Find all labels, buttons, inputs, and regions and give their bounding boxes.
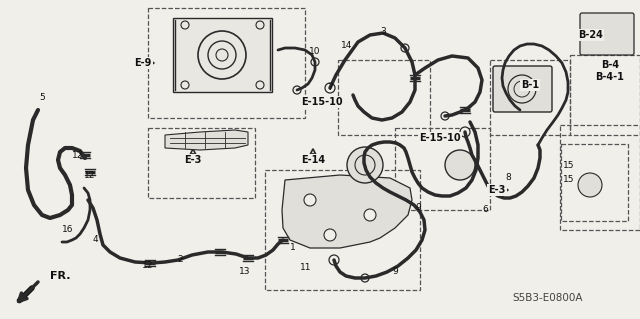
Bar bbox=[148, 8, 305, 118]
Text: B-4-1: B-4-1 bbox=[596, 72, 625, 82]
Text: E-15-10: E-15-10 bbox=[301, 97, 343, 107]
Text: E-15-10: E-15-10 bbox=[419, 133, 461, 143]
Bar bbox=[148, 128, 255, 198]
Text: 2: 2 bbox=[177, 256, 183, 264]
Text: 7: 7 bbox=[327, 84, 333, 93]
Circle shape bbox=[329, 255, 339, 265]
Text: 15: 15 bbox=[563, 175, 575, 184]
Text: 11: 11 bbox=[300, 263, 312, 272]
Text: B-4: B-4 bbox=[601, 60, 619, 70]
Text: 6: 6 bbox=[482, 205, 488, 214]
Text: 9: 9 bbox=[415, 204, 421, 212]
Text: E-3: E-3 bbox=[184, 155, 202, 165]
Circle shape bbox=[293, 86, 301, 94]
Text: 10: 10 bbox=[309, 48, 321, 56]
Text: 9: 9 bbox=[392, 268, 398, 277]
Bar bbox=[265, 170, 420, 290]
Bar bbox=[490, 60, 570, 135]
Text: 12: 12 bbox=[142, 261, 154, 270]
Text: E-3: E-3 bbox=[488, 185, 506, 195]
Text: 15: 15 bbox=[563, 160, 575, 169]
Circle shape bbox=[401, 44, 409, 52]
FancyBboxPatch shape bbox=[173, 18, 272, 92]
Text: 13: 13 bbox=[239, 268, 251, 277]
Bar bbox=[395, 128, 490, 210]
Text: 16: 16 bbox=[62, 226, 74, 234]
Polygon shape bbox=[165, 130, 248, 150]
Circle shape bbox=[364, 209, 376, 221]
Text: B-1: B-1 bbox=[521, 80, 539, 90]
Bar bbox=[338, 60, 430, 135]
Text: 1: 1 bbox=[290, 243, 296, 253]
Text: 5: 5 bbox=[39, 93, 45, 102]
Circle shape bbox=[325, 83, 335, 93]
Text: S5B3-E0800A: S5B3-E0800A bbox=[513, 293, 583, 303]
FancyBboxPatch shape bbox=[493, 66, 552, 112]
Text: 8: 8 bbox=[505, 174, 511, 182]
Circle shape bbox=[311, 58, 319, 66]
Bar bbox=[570, 55, 640, 135]
FancyBboxPatch shape bbox=[580, 13, 634, 55]
Text: E-14: E-14 bbox=[301, 155, 325, 165]
Circle shape bbox=[324, 229, 336, 241]
Text: E-9: E-9 bbox=[134, 58, 152, 68]
Circle shape bbox=[304, 194, 316, 206]
Text: 12: 12 bbox=[72, 151, 84, 160]
Circle shape bbox=[445, 150, 475, 180]
Text: 3: 3 bbox=[380, 27, 386, 36]
Text: 4: 4 bbox=[92, 235, 98, 244]
Text: FR.: FR. bbox=[50, 271, 70, 281]
Circle shape bbox=[578, 173, 602, 197]
Bar bbox=[560, 125, 640, 230]
Circle shape bbox=[460, 127, 470, 137]
Circle shape bbox=[347, 147, 383, 183]
Circle shape bbox=[361, 274, 369, 282]
Text: B-24: B-24 bbox=[579, 30, 604, 40]
Text: 14: 14 bbox=[341, 41, 353, 49]
Circle shape bbox=[441, 112, 449, 120]
Polygon shape bbox=[282, 175, 412, 248]
Text: 12: 12 bbox=[84, 170, 96, 180]
